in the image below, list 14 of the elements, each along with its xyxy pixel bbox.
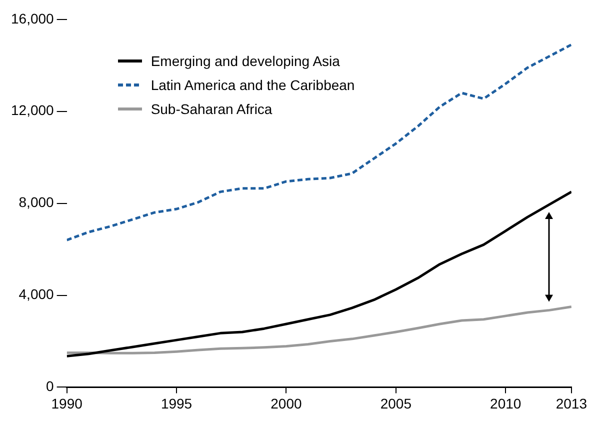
legend-label: Latin America and the Caribbean (150, 76, 355, 96)
x-tick-label: 2000 (270, 395, 302, 412)
y-tick-label: 0 (46, 378, 54, 394)
y-tick-label: 8,000 (18, 194, 54, 210)
x-tick-label: 1995 (160, 395, 192, 412)
legend-label: Emerging and developing Asia (150, 52, 340, 72)
x-tick-label: 1990 (51, 395, 83, 412)
x-tick-label: 2013 (556, 395, 588, 412)
x-tick-label: 2010 (490, 395, 522, 412)
y-tick-label: 16,000 (10, 10, 54, 26)
x-tick-label: 2005 (380, 395, 412, 412)
y-tick-label: 12,000 (10, 102, 54, 118)
y-tick-label: 4,000 (18, 286, 54, 302)
legend-label: Sub-Saharan Africa (150, 100, 272, 120)
